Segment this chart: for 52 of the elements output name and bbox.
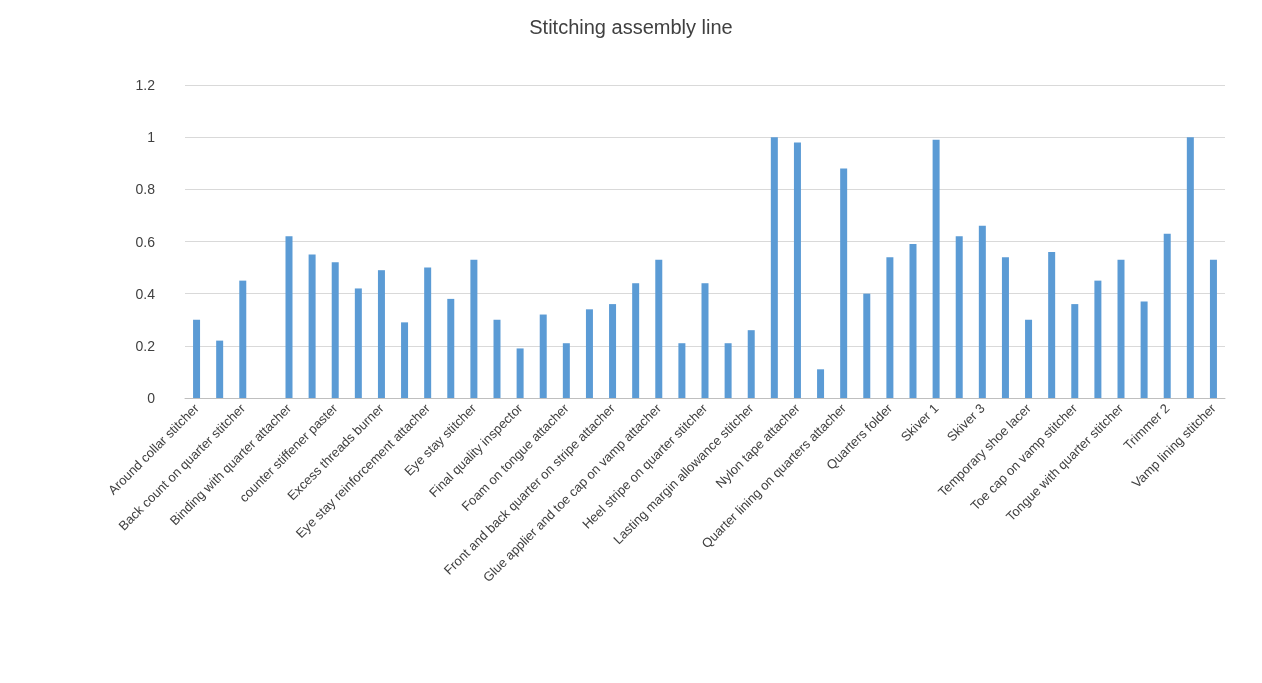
bar [308,254,316,398]
bar [678,343,686,398]
bar [424,267,432,398]
bar [377,270,385,398]
bar [609,304,617,398]
bar [1071,304,1079,398]
bar [909,244,917,398]
bar [770,137,778,398]
bar [1209,259,1217,398]
bar [447,298,455,398]
bar [1186,137,1194,398]
bar [1048,251,1056,398]
bar [955,236,963,398]
bar [401,322,409,398]
bar [470,259,478,398]
y-tick-label: 1.2 [135,77,156,93]
bar [516,348,524,398]
bar [632,283,640,398]
y-tick-label: 0.8 [135,181,156,198]
bar [1117,259,1125,398]
chart-title: Stitching assembly line [529,16,733,38]
bar [978,225,986,398]
bar [1163,233,1171,398]
bar [562,343,570,398]
bar [1025,319,1033,398]
y-tick-label: 1 [147,129,156,146]
bar [539,314,547,398]
y-tick-label: 0.4 [135,285,156,302]
bar [932,139,940,398]
bar [585,309,593,398]
bar [216,340,224,398]
bar [193,319,201,398]
y-tick-label: 0 [147,390,156,406]
bar [354,288,362,398]
bar [1140,301,1148,398]
bar [331,262,339,398]
bar [793,142,801,398]
bar [817,369,825,398]
bar [1094,280,1102,398]
bar [886,257,894,398]
bar [840,168,848,398]
y-tick-label: 0.2 [135,337,156,354]
bar [701,283,709,398]
bar [863,293,871,398]
bar [493,319,501,398]
bar [724,343,732,398]
bar [285,236,293,398]
bar [655,259,663,398]
y-tick-label: 0.6 [135,233,156,250]
bar [747,330,755,398]
bar [1001,257,1009,398]
bar [239,280,247,398]
